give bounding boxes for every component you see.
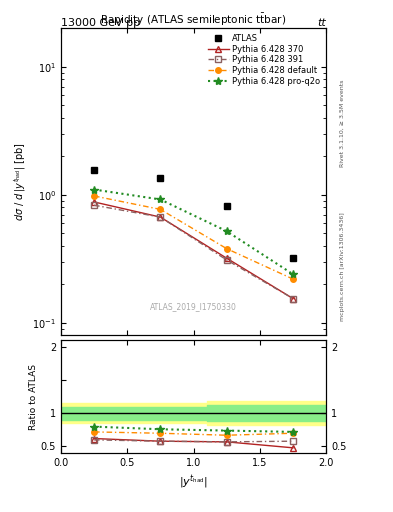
Pythia 6.428 default (291, 276, 296, 282)
Pythia 6.428 370 (224, 255, 229, 261)
Line: Pythia 6.428 370: Pythia 6.428 370 (91, 199, 296, 302)
Text: Rivet 3.1.10, ≥ 3.5M events: Rivet 3.1.10, ≥ 3.5M events (340, 79, 345, 166)
Line: ATLAS: ATLAS (91, 167, 296, 262)
Pythia 6.428 pro-q2o (291, 271, 296, 278)
ATLAS (92, 167, 96, 174)
Pythia 6.428 370 (92, 199, 96, 205)
Title: Rapidity (ATLAS semileptonic t$\bar{\mathrm{t}}$bar): Rapidity (ATLAS semileptonic t$\bar{\mat… (101, 12, 286, 28)
Pythia 6.428 391 (92, 202, 96, 208)
Line: Pythia 6.428 default: Pythia 6.428 default (91, 193, 296, 282)
Text: mcplots.cern.ch [arXiv:1306.3436]: mcplots.cern.ch [arXiv:1306.3436] (340, 212, 345, 321)
Text: tt: tt (318, 18, 326, 28)
Pythia 6.428 pro-q2o (92, 186, 96, 193)
Pythia 6.428 391 (158, 214, 163, 220)
Line: Pythia 6.428 pro-q2o: Pythia 6.428 pro-q2o (90, 185, 297, 279)
Text: ATLAS_2019_I1750330: ATLAS_2019_I1750330 (150, 302, 237, 311)
Legend: ATLAS, Pythia 6.428 370, Pythia 6.428 391, Pythia 6.428 default, Pythia 6.428 pr: ATLAS, Pythia 6.428 370, Pythia 6.428 39… (206, 32, 322, 88)
Y-axis label: Ratio to ATLAS: Ratio to ATLAS (29, 364, 38, 430)
Pythia 6.428 391 (224, 257, 229, 263)
Text: 13000 GeV pp: 13000 GeV pp (61, 18, 140, 28)
ATLAS (291, 255, 296, 261)
Pythia 6.428 370 (291, 295, 296, 302)
X-axis label: $|y^{t_\mathrm{had}}|$: $|y^{t_\mathrm{had}}|$ (179, 474, 208, 491)
Pythia 6.428 pro-q2o (158, 197, 163, 203)
Pythia 6.428 391 (291, 295, 296, 302)
Pythia 6.428 370 (158, 214, 163, 220)
ATLAS (158, 175, 163, 181)
Pythia 6.428 default (158, 206, 163, 212)
Pythia 6.428 default (92, 193, 96, 199)
Line: Pythia 6.428 391: Pythia 6.428 391 (91, 202, 296, 302)
Pythia 6.428 pro-q2o (224, 228, 229, 234)
Y-axis label: $d\sigma$ / $d\,|y^{t_\mathrm{had}}|$ [pb]: $d\sigma$ / $d\,|y^{t_\mathrm{had}}|$ [p… (12, 142, 28, 221)
Pythia 6.428 default (224, 246, 229, 252)
ATLAS (224, 203, 229, 209)
